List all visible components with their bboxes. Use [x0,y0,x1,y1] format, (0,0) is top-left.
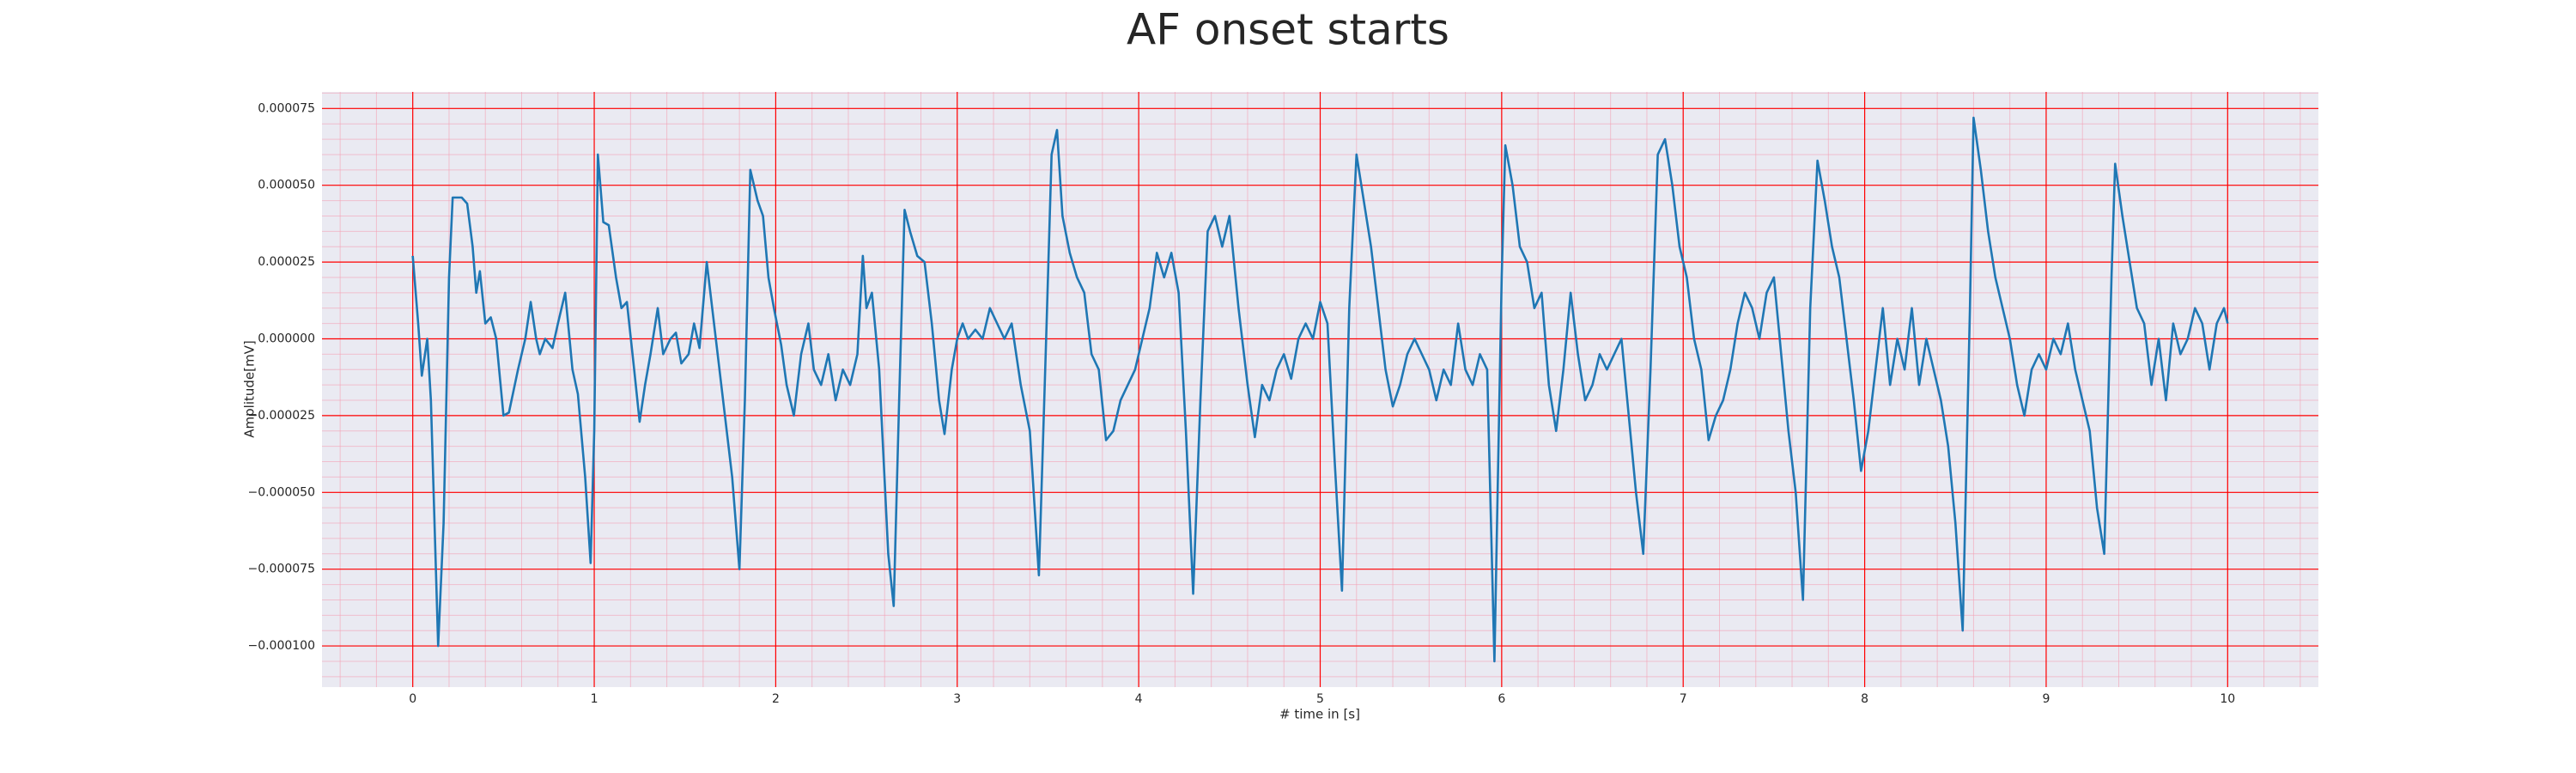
x-tick-label: 9 [2042,692,2050,706]
y-tick-label: 0.000000 [258,332,315,345]
y-tick-label: 0.000025 [258,255,315,269]
chart-title: AF onset starts [1127,5,1449,55]
x-tick-label: 4 [1135,692,1143,706]
x-tick-label: 7 [1680,692,1687,706]
x-tick-label: 0 [409,692,416,706]
x-tick-label: 10 [2220,692,2235,706]
y-tick-label: 0.000050 [258,179,315,192]
x-tick-label: 8 [1861,692,1868,706]
x-tick-label: 5 [1316,692,1324,706]
y-tick-label: −0.000025 [247,409,315,423]
y-tick-label: −0.000075 [247,563,315,576]
y-tick-label: −0.000050 [247,485,315,499]
x-axis-label: # time in [s] [1279,707,1360,722]
y-tick-label: −0.000100 [247,639,315,653]
y-tick-label: 0.000075 [258,101,315,115]
y-axis-label: Amplitude[mV] [242,340,258,437]
x-tick-label: 1 [591,692,598,706]
signal-line [411,116,2229,663]
x-tick-label: 3 [953,692,961,706]
x-tick-label: 2 [772,692,780,706]
x-tick-label: 6 [1498,692,1505,706]
